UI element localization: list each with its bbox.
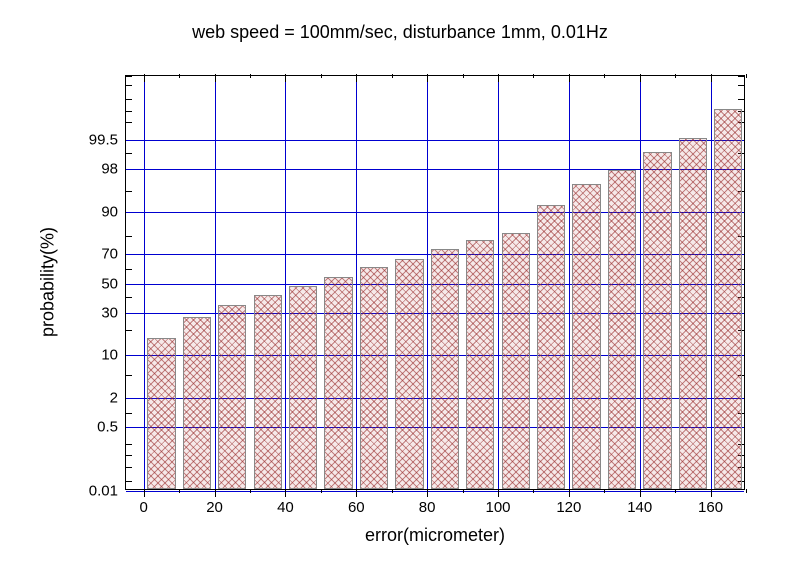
histogram-bar (431, 249, 459, 489)
y-axis-title: probability(%) (38, 227, 59, 337)
y-tick-label: 99.5 (89, 131, 118, 148)
histogram-bar (289, 286, 317, 489)
histogram-bar (502, 233, 530, 489)
x-tick-label: 60 (348, 499, 365, 516)
x-axis-title: error(micrometer) (365, 525, 505, 546)
x-tick-label: 80 (419, 499, 436, 516)
histogram-bar (679, 138, 707, 489)
histogram-bar (643, 152, 671, 489)
chart-title: web speed = 100mm/sec, disturbance 1mm, … (0, 22, 800, 43)
y-tick-label: 70 (101, 246, 118, 263)
gridline-vertical (498, 76, 499, 489)
x-tick-label: 160 (698, 499, 723, 516)
x-tick-major (640, 489, 641, 497)
histogram-bar (147, 338, 175, 489)
x-tick-minor (250, 489, 251, 493)
y-tick-label: 0.01 (89, 483, 118, 500)
histogram-bar (466, 240, 494, 489)
histogram-bar (183, 317, 211, 489)
histogram-bar (572, 184, 600, 489)
histogram-bar (608, 170, 636, 489)
x-tick-minor (392, 489, 393, 493)
x-tick-minor (533, 489, 534, 493)
histogram-bar (324, 277, 352, 489)
x-tick-label: 20 (206, 499, 223, 516)
x-tick-minor (463, 489, 464, 493)
gridline-vertical (427, 76, 428, 489)
x-tick-minor (675, 489, 676, 493)
gridline-vertical (215, 76, 216, 489)
x-tick-major (356, 489, 357, 497)
x-tick-minor (604, 489, 605, 493)
y-tick-label: 98 (101, 160, 118, 177)
histogram-bar (537, 205, 565, 489)
x-tick-minor (321, 489, 322, 493)
x-tick-label: 40 (277, 499, 294, 516)
gridline-horizontal (126, 140, 744, 141)
y-tick-label: 90 (101, 203, 118, 220)
x-tick-major (215, 489, 216, 497)
histogram-bar (395, 259, 423, 489)
gridline-vertical (285, 76, 286, 489)
probability-chart: web speed = 100mm/sec, disturbance 1mm, … (0, 0, 800, 565)
x-tick-label: 140 (627, 499, 652, 516)
x-tick-major (569, 489, 570, 497)
x-tick-major (285, 489, 286, 497)
y-tick-label: 50 (101, 275, 118, 292)
x-tick-label: 120 (556, 499, 581, 516)
x-tick-label: 0 (140, 499, 148, 516)
gridline-vertical (569, 76, 570, 489)
x-tick-major (144, 489, 145, 497)
gridline-vertical (144, 76, 145, 489)
histogram-bar (254, 295, 282, 489)
y-tick-label: 30 (101, 304, 118, 321)
plot-area: 0.010.5210305070909899.50204060801001201… (125, 75, 745, 490)
x-tick-major (427, 489, 428, 497)
x-tick-minor (746, 489, 747, 493)
x-tick-major (498, 489, 499, 497)
gridline-vertical (640, 76, 641, 489)
x-tick-minor (179, 489, 180, 493)
histogram-bar (218, 305, 246, 489)
gridline-horizontal (126, 491, 744, 492)
histogram-bar (360, 267, 388, 489)
gridline-vertical (711, 76, 712, 489)
y-tick-label: 10 (101, 347, 118, 364)
x-tick-label: 100 (485, 499, 510, 516)
x-tick-major (711, 489, 712, 497)
histogram-bar (714, 109, 742, 489)
gridline-vertical (356, 76, 357, 489)
y-tick-label: 0.5 (97, 419, 118, 436)
y-tick-label: 2 (110, 390, 118, 407)
